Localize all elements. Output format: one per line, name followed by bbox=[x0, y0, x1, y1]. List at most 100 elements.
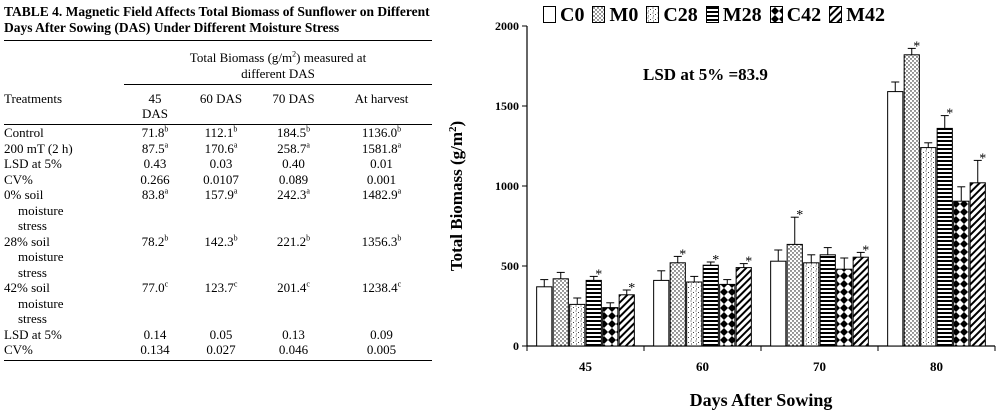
chart-legend: C0 M0 C28 M28 C42 M42 bbox=[543, 4, 893, 27]
group-header-line1-prefix: Total Biomass (g/m bbox=[189, 50, 293, 65]
y-tick-label: 0 bbox=[513, 339, 519, 353]
y-tick-label: 2000 bbox=[495, 19, 519, 33]
x-tick-label: 60 bbox=[696, 359, 709, 374]
legend-label: M0 bbox=[609, 4, 639, 26]
cell-value: 1482.9a bbox=[361, 186, 402, 202]
y-tick-label: 1500 bbox=[495, 99, 519, 113]
legend-swatch bbox=[769, 6, 783, 23]
legend-swatch bbox=[543, 6, 556, 23]
chart-bars: * * * * * * * * * * bbox=[536, 39, 986, 347]
legend-item: C28 bbox=[646, 4, 698, 27]
cell-value: 157.9a bbox=[204, 186, 238, 202]
row-label: CV% bbox=[4, 342, 33, 357]
cell-value: 0.027 bbox=[206, 342, 236, 357]
bar bbox=[803, 262, 820, 347]
legend-label: C42 bbox=[786, 4, 822, 26]
table-row: CV% 0.134 0.027 0.046 0.005 bbox=[4, 342, 432, 360]
legend-swatch bbox=[592, 6, 606, 23]
bar bbox=[602, 307, 619, 347]
significance-star: * bbox=[679, 247, 686, 262]
cell-value: 142.3b bbox=[204, 233, 238, 249]
cell-value: 112.1b bbox=[204, 124, 238, 140]
legend-label: C28 bbox=[663, 4, 698, 26]
bar bbox=[852, 256, 869, 347]
cell-value: 77.0c bbox=[141, 279, 169, 295]
bar bbox=[936, 127, 953, 347]
x-tick-label: 45 bbox=[579, 359, 593, 374]
table-row: 0% soil moisture stress 83.8a 157.9a 242.3a 14… bbox=[4, 187, 432, 234]
x-axis-title: Days After Sowing bbox=[690, 390, 833, 410]
cell-value: 242.3a bbox=[277, 186, 310, 202]
legend-label: M28 bbox=[722, 4, 762, 26]
row-label: Control bbox=[4, 125, 44, 140]
col-header-at-harvest: At harvest bbox=[354, 91, 409, 106]
significance-star: * bbox=[796, 208, 803, 223]
lsd-annotation: LSD at 5% =83.9 bbox=[643, 65, 768, 84]
cell-value: 201.4c bbox=[277, 279, 310, 295]
cell-value: 0.046 bbox=[278, 342, 309, 357]
row-label: CV% bbox=[4, 171, 33, 187]
bar bbox=[887, 91, 904, 347]
legend-item: M42 bbox=[829, 4, 885, 27]
cell-value: 87.5a bbox=[141, 140, 169, 156]
bar bbox=[653, 279, 670, 347]
row-label: 28% soil moisture stress bbox=[4, 233, 64, 280]
col-header-45das: 45 DAS bbox=[141, 91, 168, 121]
table-caption: TABLE 4. Magnetic Field Affects Total Bi… bbox=[4, 4, 430, 35]
legend-swatch bbox=[829, 6, 843, 23]
cell-value: 0.266 bbox=[140, 171, 170, 187]
bar bbox=[686, 281, 703, 347]
cell-value: 0.14 bbox=[143, 326, 167, 342]
biomass-bar-chart: 0 500 1000 1500 2000 45 60 70 80 * * * * * * * * * * LSD … bbox=[447, 19, 996, 410]
cell-value: 0.43 bbox=[143, 156, 167, 171]
legend-label: C0 bbox=[560, 4, 585, 26]
col-header-70das: 70 DAS bbox=[272, 91, 315, 106]
table-row: 28% soil moisture stress 78.2b 142.3b 221.2b 1… bbox=[4, 234, 432, 281]
y-tick-label: 1000 bbox=[495, 179, 519, 193]
bar bbox=[702, 264, 719, 347]
table-row: Control 71.8b 112.1b 184.5b 1136.0b bbox=[4, 125, 432, 141]
cell-value: 1136.0b bbox=[361, 124, 402, 140]
bar bbox=[819, 254, 836, 347]
cell-value: 83.8a bbox=[141, 186, 169, 202]
significance-star: * bbox=[595, 267, 602, 282]
bar bbox=[969, 182, 986, 347]
bar bbox=[669, 262, 686, 347]
bar bbox=[903, 54, 920, 347]
cell-value: 123.7c bbox=[204, 279, 238, 295]
significance-star: * bbox=[946, 107, 953, 122]
table-bottom-rule bbox=[4, 359, 432, 361]
cell-value: 0.03 bbox=[209, 156, 233, 171]
cell-value: 0.0107 bbox=[203, 171, 239, 187]
significance-star: * bbox=[628, 281, 635, 296]
bar bbox=[536, 286, 553, 347]
biomass-table: Total Biomass (g/m2) measured at differe… bbox=[4, 41, 432, 360]
row-label: LSD at 5% bbox=[4, 326, 62, 342]
bar bbox=[552, 278, 569, 347]
cell-value: 71.8b bbox=[141, 124, 169, 140]
cell-value: 170.6a bbox=[204, 140, 238, 156]
bar bbox=[569, 303, 586, 347]
cell-value: 0.134 bbox=[140, 342, 170, 357]
legend-item: C0 bbox=[543, 4, 584, 27]
significance-star: * bbox=[745, 255, 752, 270]
cell-value: 1356.3b bbox=[361, 233, 402, 249]
bar bbox=[618, 294, 635, 347]
cell-value: 258.7a bbox=[277, 140, 310, 156]
legend-label: M42 bbox=[846, 4, 886, 26]
table-group-header-row: Total Biomass (g/m2) measured at differe… bbox=[4, 41, 432, 84]
row-label: 200 mT (2 h) bbox=[4, 140, 73, 156]
bar bbox=[836, 268, 853, 347]
table-column-header-row: Treatments 45 DAS 60 DAS 70 DAS At harve… bbox=[4, 85, 432, 125]
cell-value: 0.40 bbox=[282, 156, 305, 171]
group-header-line2: different DAS bbox=[241, 66, 315, 81]
bar bbox=[770, 260, 787, 347]
bar bbox=[920, 147, 937, 347]
table-row: LSD at 5% 0.43 0.03 0.40 0.01 bbox=[4, 156, 432, 172]
bar bbox=[786, 243, 803, 347]
cell-value: 221.2b bbox=[276, 233, 311, 249]
legend-item: M28 bbox=[705, 4, 762, 27]
table-body: Control 71.8b 112.1b 184.5b 1136.0b 200 mT (2… bbox=[4, 125, 432, 360]
table-row: 42% soil moisture stress 77.0c 123.7c 201.4c 1… bbox=[4, 280, 432, 327]
cell-value: 0.005 bbox=[366, 342, 397, 357]
